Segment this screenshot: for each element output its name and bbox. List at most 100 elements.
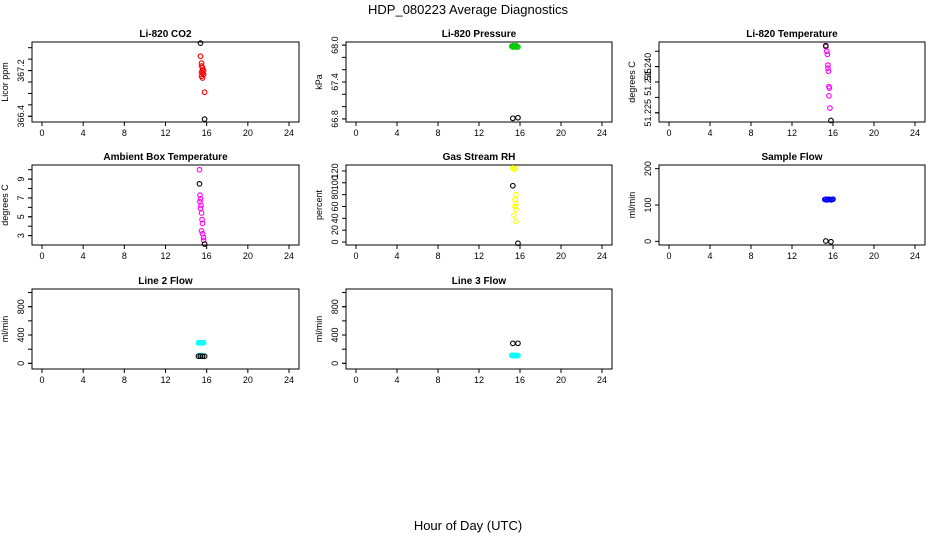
data-point [823, 48, 830, 55]
data-point [201, 241, 208, 247]
data-point [199, 353, 206, 360]
data-point [510, 166, 517, 172]
panel-title: Line 2 Flow [138, 276, 193, 287]
x-tick-label: 12 [160, 251, 170, 261]
y-axis-label: ml/min [0, 316, 10, 343]
data-point [196, 180, 203, 187]
x-tick-label: 24 [910, 251, 920, 261]
x-tick-label: 24 [284, 128, 294, 138]
y-tick-label: 80 [330, 190, 340, 200]
x-tick-label: 8 [748, 251, 753, 261]
x-tick-label: 4 [394, 251, 399, 261]
x-tick-label: 4 [81, 128, 86, 138]
x-tick-label: 0 [353, 128, 358, 138]
x-tick-label: 24 [597, 375, 607, 385]
x-tick-label: 4 [81, 251, 86, 261]
plot-frame [345, 164, 613, 246]
data-point [828, 238, 834, 245]
panel-title: Ambient Box Temperature [103, 152, 228, 163]
data-point [826, 92, 832, 99]
data-point [200, 234, 207, 241]
panel-title: Sample Flow [761, 152, 822, 163]
x-tick-label: 20 [869, 128, 879, 138]
x-tick-label: 8 [122, 375, 127, 385]
data-point [827, 105, 833, 112]
data-point [200, 237, 207, 244]
x-tick-label: 8 [122, 251, 127, 261]
data-point [513, 218, 519, 225]
data-point [197, 205, 204, 212]
series-secondary [822, 238, 834, 245]
data-point [512, 203, 518, 210]
data-point [197, 40, 204, 46]
series-secondary [509, 182, 521, 247]
x-tick-label: 0 [39, 128, 44, 138]
data-point [196, 166, 203, 173]
y-tick-label: 0 [643, 239, 653, 244]
panel-title: Li-820 CO2 [139, 29, 192, 40]
panel-1: Li-820 CO2 Licor ppm 0 4 8 12 16 20 24 366.4 367.2 [0, 29, 300, 138]
x-tick-label: 20 [243, 375, 253, 385]
panel-8: Line 3 Flow ml/min 0 4 8 12 16 20 24 0 400 800 [314, 276, 613, 385]
data-point [830, 196, 836, 203]
y-tick-label: 0 [16, 361, 26, 366]
plot-frame [658, 164, 926, 246]
plot-frame [31, 41, 300, 123]
x-tick-label: 24 [910, 128, 920, 138]
y-tick-label: 800 [16, 299, 26, 314]
panel-6: Sample Flow ml/min 0 4 8 12 16 20 24 0 100 200 [627, 152, 926, 261]
x-tick-label: 24 [597, 128, 607, 138]
data-point [509, 44, 516, 50]
data-point [513, 191, 519, 198]
y-tick-label: 7 [16, 195, 26, 200]
data-point [826, 85, 833, 92]
panel-2: Li-820 Pressure kPa 0 4 8 12 16 20 24 66.8 67.4 68.… [314, 29, 613, 138]
y-tick-label: 400 [16, 328, 26, 343]
series-primary [508, 42, 521, 50]
x-tick-label: 0 [666, 251, 671, 261]
y-tick-label: 100 [330, 175, 340, 190]
y-tick-label: 40 [330, 213, 340, 223]
x-tick-label: 16 [202, 128, 212, 138]
y-axis-label: degrees C [0, 184, 10, 226]
data-point [198, 352, 205, 359]
x-tick-label: 12 [160, 375, 170, 385]
data-point [197, 196, 204, 202]
data-point [825, 68, 832, 75]
y-axis-label: percent [314, 189, 324, 220]
series-secondary [822, 42, 834, 124]
x-tick-label: 20 [243, 251, 253, 261]
y-tick-label: 9 [16, 177, 26, 182]
x-tick-label: 0 [39, 251, 44, 261]
y-tick-label: 60 [330, 201, 340, 211]
plot-frame [658, 41, 926, 123]
data-point [824, 51, 831, 58]
x-tick-label: 16 [515, 128, 525, 138]
data-point [825, 62, 831, 68]
data-point [513, 206, 519, 213]
data-point [822, 42, 829, 49]
data-point [513, 44, 519, 50]
data-point [199, 230, 206, 237]
y-tick-label: 51.235 [643, 68, 653, 96]
series-primary [197, 53, 208, 96]
y-tick-label: 68.0 [330, 36, 340, 54]
panel-4: Ambient Box Temperature degrees C 0 4 8 12 16 2… [0, 152, 300, 261]
x-tick-label: 16 [828, 128, 838, 138]
series-primary [509, 165, 519, 225]
data-point [509, 115, 516, 122]
data-point [201, 89, 208, 96]
series-primary [195, 339, 207, 359]
x-tick-label: 16 [202, 251, 212, 261]
y-tick-label: 100 [643, 197, 653, 212]
data-point [198, 202, 204, 209]
x-tick-label: 24 [284, 251, 294, 261]
data-point [825, 65, 831, 72]
y-axis-label: kPa [314, 74, 324, 90]
x-axis-label: Hour of Day (UTC) [413, 518, 523, 533]
x-tick-label: 0 [666, 128, 671, 138]
x-tick-label: 8 [122, 128, 127, 138]
x-tick-label: 20 [243, 128, 253, 138]
x-tick-label: 4 [707, 251, 712, 261]
x-tick-label: 20 [556, 375, 566, 385]
